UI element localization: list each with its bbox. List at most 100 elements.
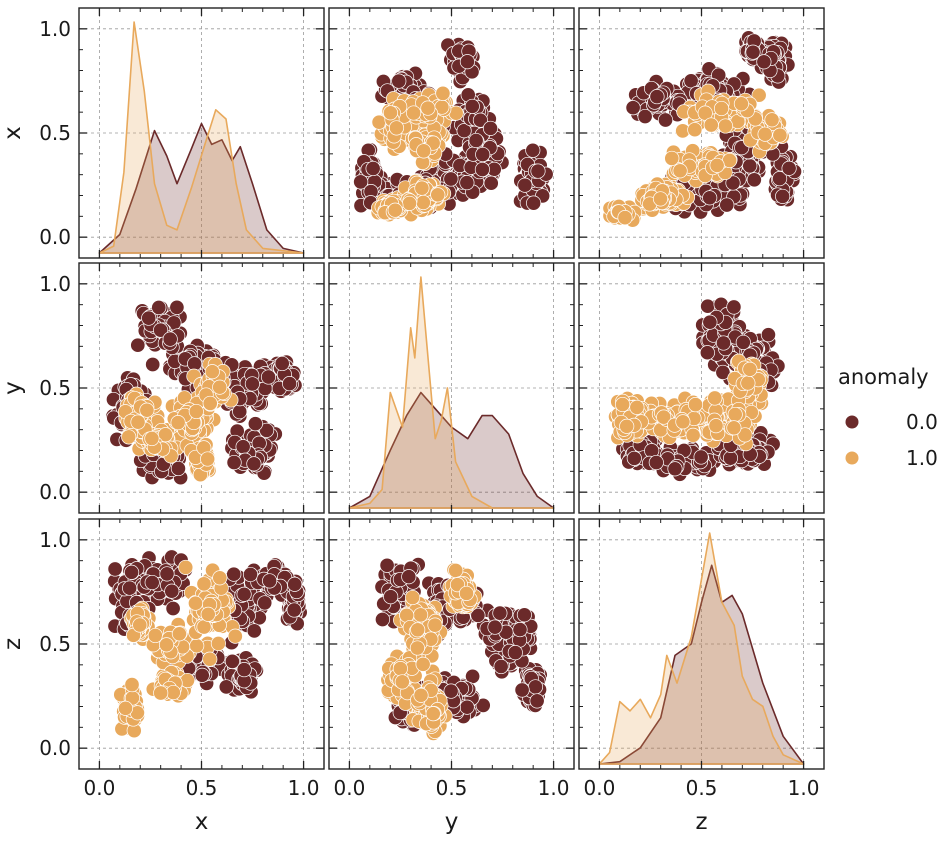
scatter-point [259,422,275,438]
scatter-point [247,416,263,432]
scatter-point [697,105,713,121]
scatter-point [158,637,175,653]
scatter-point [464,98,480,114]
scatter-point [727,406,743,423]
scatter-point [124,564,140,580]
scatter-point [235,439,251,455]
kde-series-1.0 [98,21,305,254]
scatter-point [388,120,405,136]
scatter-point [178,559,194,575]
scatter-point [629,399,645,415]
scatter-point [246,456,262,472]
scatter-point [626,450,642,466]
scatter-point [226,566,242,582]
scatter-point [387,202,403,218]
scatter-point [517,177,533,193]
scatter-point [242,566,259,583]
ytick-label: 0.0 [39,480,71,504]
scatter-point [459,54,475,70]
scatter-point [619,418,635,434]
scatter-point [742,158,758,174]
scatter-point [124,677,140,693]
scatter-point [615,396,631,413]
scatter-point [287,576,303,592]
scatter-point [353,174,369,190]
scatter-point [702,314,718,330]
scatter-point [196,619,212,635]
scatter-point [282,376,298,392]
scatter-point [687,122,703,138]
scatter-point [202,651,218,667]
scatter-point [130,414,146,430]
scatter-point [468,132,484,149]
scatter-point [472,112,488,128]
panels-layer: 0.00.51.0x0.00.51.0y0.00.51.0z0.0 0.5 1.0x… [0,7,825,835]
scatter-point [781,160,797,176]
scatter-point [772,127,788,143]
scatter-point [530,163,546,179]
ytick-label: 0.0 [39,225,71,249]
scatter-point [474,161,490,178]
scatter-point [286,602,302,618]
scatter-point [657,112,674,128]
panel-z-x: 0.00.51.0z0.0 0.5 1.0x [0,518,325,835]
scatter-point [722,450,739,466]
ytick-label: 1.0 [39,528,71,552]
scatter-point [194,667,210,683]
scatter-point [672,163,688,179]
panel-z-y: 0.0 0.5 1.0y [328,518,575,835]
panel-content [98,21,305,254]
scatter-point [212,570,228,586]
scatter-point [202,395,218,411]
scatter-point [165,684,181,701]
scatter-point [415,194,431,211]
scatter-point [525,142,541,158]
scatter-point [637,108,653,125]
scatter-point [169,299,185,315]
scatter-point [162,331,178,347]
scatter-point [257,595,273,611]
scatter-point [139,402,155,418]
scatter-point [726,299,742,315]
scatter-point [683,73,699,89]
ylabel-y: y [0,381,26,395]
panel-content [348,276,555,509]
scatter-point [224,653,240,669]
scatter-point [652,191,669,207]
scatter-point [685,427,701,443]
ylabel-x: x [0,126,26,140]
scatter-point [756,54,772,70]
scatter-point [675,414,691,430]
scatter-point [144,574,160,591]
ytick-label: 1.0 [39,272,71,296]
scatter-point [144,430,160,447]
scatter-point [187,595,204,611]
scatter-point [164,583,180,599]
scatter-point [212,379,228,395]
scatter-point [709,157,725,173]
scatter-point [475,146,491,163]
scatter-point [693,449,709,465]
scatter-point [196,576,212,592]
scatter-point [107,561,123,577]
scatter-point [526,195,542,211]
scatter-point [260,369,277,385]
scatter-point [687,397,704,413]
scatter-point [699,345,715,361]
scatter-point [210,635,226,652]
xtick-label: 0.5 [186,776,218,800]
panel-content [107,549,308,739]
xtick-label: 1.0 [288,776,320,800]
scatter-point [482,120,499,136]
scatter-point [764,112,780,128]
scatter-point [365,160,381,177]
scatter-point [274,355,290,372]
scatter-point [153,685,169,701]
scatter-point [725,175,741,191]
scatter-point [617,210,633,226]
scatter-point [625,100,641,116]
scatter-point [141,310,157,326]
scatter-point [740,375,756,391]
scatter-point [760,327,776,343]
scatter-point [236,662,252,678]
